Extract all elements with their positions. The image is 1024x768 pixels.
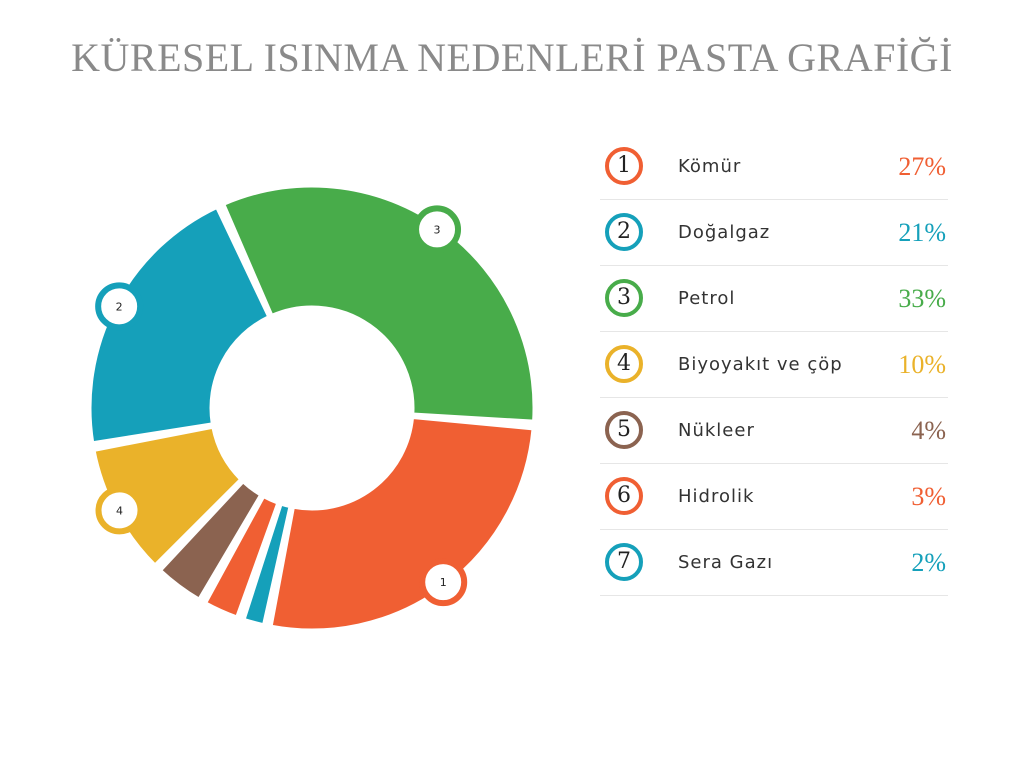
slice-dogalgaz: [88, 205, 271, 445]
legend-value: 2%: [911, 548, 946, 577]
legend-number-badge: 3: [605, 279, 643, 317]
chart-title: KÜRESEL ISINMA NEDENLERİ PASTA GRAFİĞİ: [71, 35, 953, 80]
slice-marker-label: 3: [434, 223, 441, 236]
slice-markers: 1 2 3 4: [95, 205, 468, 607]
legend-number-badge: 4: [605, 345, 643, 383]
legend-number-badge: 2: [605, 213, 643, 251]
slice-marker-label: 2: [116, 300, 123, 313]
slice-marker-ring: [95, 486, 144, 535]
legend-value: 4%: [911, 416, 946, 445]
slice-marker-label: 1: [440, 576, 447, 589]
legend-label: Biyoyakıt ve çöp: [678, 354, 843, 375]
legend-value: 10%: [898, 350, 946, 379]
legend-label: Doğalgaz: [678, 222, 771, 243]
legend-number-badge: 7: [605, 543, 643, 581]
legend-number-badge: 5: [605, 411, 643, 449]
legend-label: Kömür: [678, 156, 742, 177]
slice-marker-1: 1: [419, 558, 468, 607]
legend-value: 3%: [911, 482, 946, 511]
slice-sera-gazi: [242, 502, 292, 627]
legend-value: 27%: [898, 152, 946, 181]
legend: 1 Kömür 27% 2 Doğalgaz 21% 3 Petrol 33% 4 Biyoyakı…: [600, 134, 948, 596]
legend-label: Hidrolik: [678, 486, 755, 507]
slice-petrol: [221, 184, 536, 423]
slice-marker-label: 4: [116, 504, 123, 517]
slice-marker-ring: [95, 282, 144, 331]
legend-row-biyoyakit-ve-cop: 4 Biyoyakıt ve çöp 10%: [600, 332, 948, 398]
legend-row-nukleer: 5 Nükleer 4%: [600, 398, 948, 464]
legend-label: Nükleer: [678, 420, 755, 441]
slice-marker-4: 4: [95, 486, 144, 535]
slice-nukleer: [158, 479, 263, 602]
donut-slices: [88, 184, 536, 632]
legend-row-petrol: 3 Petrol 33%: [600, 266, 948, 332]
slice-hidrolik: [203, 494, 280, 619]
legend-row-komur: 1 Kömür 27%: [600, 134, 948, 200]
legend-row-dogalgaz: 2 Doğalgaz 21%: [600, 200, 948, 266]
slice-marker-3: 3: [413, 205, 462, 254]
slice-marker-2: 2: [95, 282, 144, 331]
slice-komur: [269, 415, 535, 632]
legend-label: Sera Gazı: [678, 552, 774, 573]
slice-marker-ring: [413, 205, 462, 254]
legend-label: Petrol: [678, 288, 736, 309]
legend-row-sera-gazi: 7 Sera Gazı 2%: [600, 530, 948, 596]
legend-row-hidrolik: 6 Hidrolik 3%: [600, 464, 948, 530]
legend-value: 21%: [898, 218, 946, 247]
legend-number-badge: 6: [605, 477, 643, 515]
slice-marker-ring: [419, 558, 468, 607]
legend-number-badge: 1: [605, 147, 643, 185]
legend-value: 33%: [898, 284, 946, 313]
